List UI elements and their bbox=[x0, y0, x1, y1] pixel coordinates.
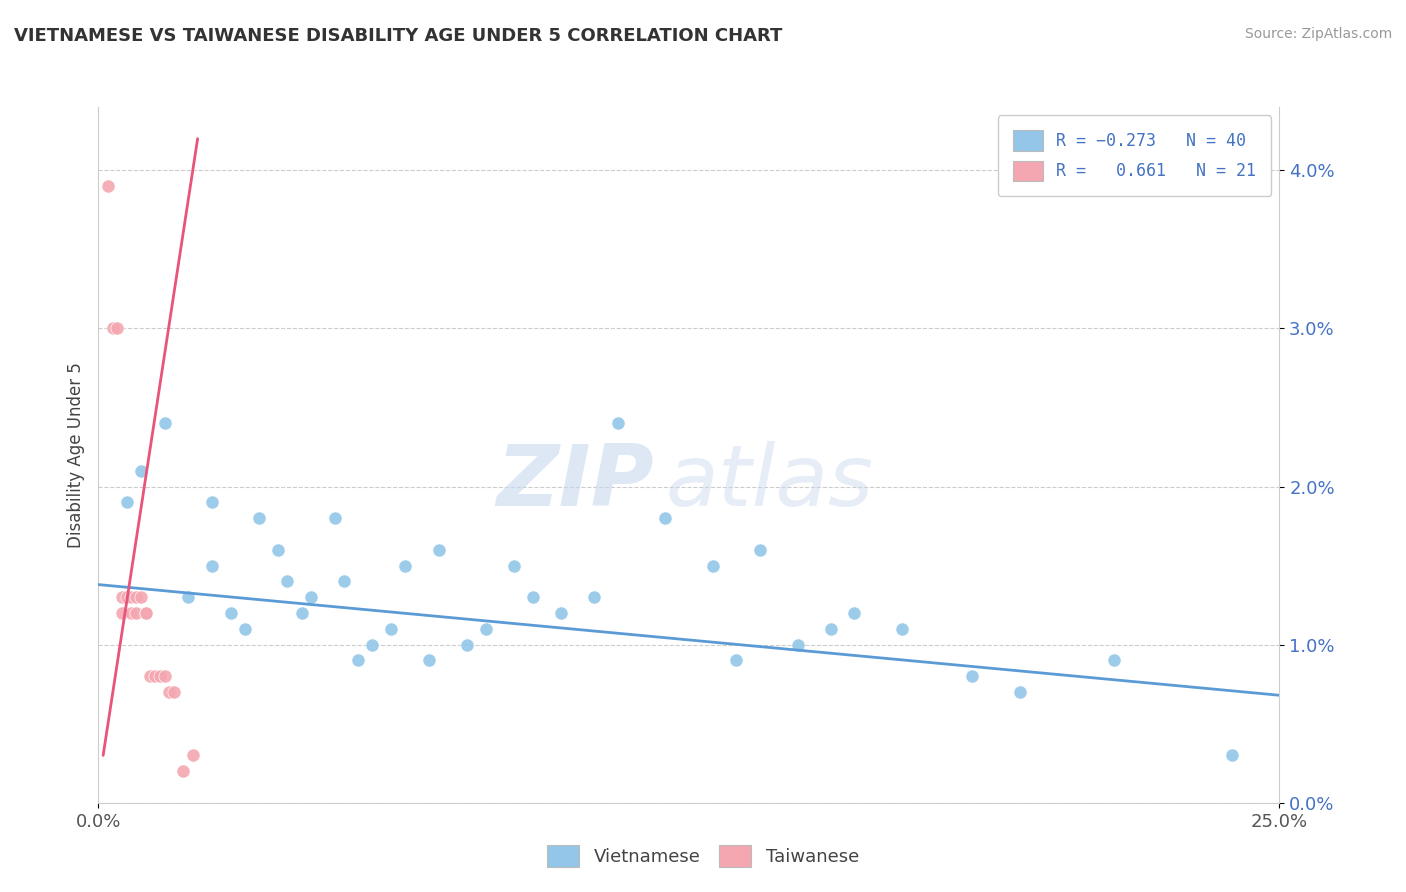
Point bbox=[702, 558, 724, 573]
Point bbox=[394, 558, 416, 573]
Point bbox=[149, 669, 172, 683]
Point bbox=[125, 591, 148, 605]
Point bbox=[115, 495, 138, 509]
Point bbox=[380, 622, 402, 636]
Point bbox=[962, 669, 984, 683]
Point bbox=[201, 558, 224, 573]
Point bbox=[418, 653, 440, 667]
Point bbox=[153, 417, 176, 431]
Point bbox=[1008, 685, 1031, 699]
Point bbox=[347, 653, 370, 667]
Text: VIETNAMESE VS TAIWANESE DISABILITY AGE UNDER 5 CORRELATION CHART: VIETNAMESE VS TAIWANESE DISABILITY AGE U… bbox=[14, 27, 782, 45]
Point bbox=[135, 606, 157, 620]
Point bbox=[654, 511, 676, 525]
Point bbox=[456, 638, 478, 652]
Point bbox=[267, 542, 290, 557]
Point bbox=[121, 606, 143, 620]
Point bbox=[181, 748, 204, 763]
Point bbox=[125, 606, 148, 620]
Point bbox=[233, 622, 256, 636]
Point bbox=[219, 606, 242, 620]
Point bbox=[786, 638, 808, 652]
Point bbox=[111, 591, 134, 605]
Point bbox=[1220, 748, 1243, 763]
Point bbox=[820, 622, 842, 636]
Point bbox=[290, 606, 312, 620]
Legend: R = −0.273   N = 40, R =   0.661   N = 21: R = −0.273 N = 40, R = 0.661 N = 21 bbox=[998, 115, 1271, 196]
Point bbox=[748, 542, 770, 557]
Point bbox=[607, 417, 630, 431]
Point bbox=[323, 511, 346, 525]
Point bbox=[201, 495, 224, 509]
Point bbox=[522, 591, 544, 605]
Point bbox=[153, 669, 176, 683]
Point bbox=[172, 764, 194, 779]
Point bbox=[844, 606, 866, 620]
Point bbox=[135, 606, 157, 620]
Point bbox=[276, 574, 298, 589]
Point bbox=[143, 669, 166, 683]
Point bbox=[111, 606, 134, 620]
Text: Source: ZipAtlas.com: Source: ZipAtlas.com bbox=[1244, 27, 1392, 41]
Point bbox=[247, 511, 270, 525]
Point bbox=[583, 591, 606, 605]
Point bbox=[1102, 653, 1125, 667]
Point bbox=[361, 638, 384, 652]
Point bbox=[101, 321, 124, 335]
Point bbox=[121, 591, 143, 605]
Text: atlas: atlas bbox=[665, 442, 873, 524]
Point bbox=[725, 653, 748, 667]
Point bbox=[105, 321, 128, 335]
Point bbox=[139, 669, 162, 683]
Point bbox=[129, 464, 152, 478]
Text: ZIP: ZIP bbox=[496, 442, 654, 524]
Point bbox=[427, 542, 450, 557]
Point bbox=[115, 591, 138, 605]
Point bbox=[503, 558, 526, 573]
Point bbox=[163, 685, 186, 699]
Point bbox=[177, 591, 200, 605]
Point bbox=[550, 606, 572, 620]
Point bbox=[333, 574, 356, 589]
Point bbox=[97, 179, 120, 194]
Point bbox=[129, 591, 152, 605]
Legend: Vietnamese, Taiwanese: Vietnamese, Taiwanese bbox=[540, 838, 866, 874]
Point bbox=[157, 685, 180, 699]
Point bbox=[890, 622, 912, 636]
Point bbox=[475, 622, 498, 636]
Point bbox=[299, 591, 322, 605]
Y-axis label: Disability Age Under 5: Disability Age Under 5 bbox=[66, 362, 84, 548]
